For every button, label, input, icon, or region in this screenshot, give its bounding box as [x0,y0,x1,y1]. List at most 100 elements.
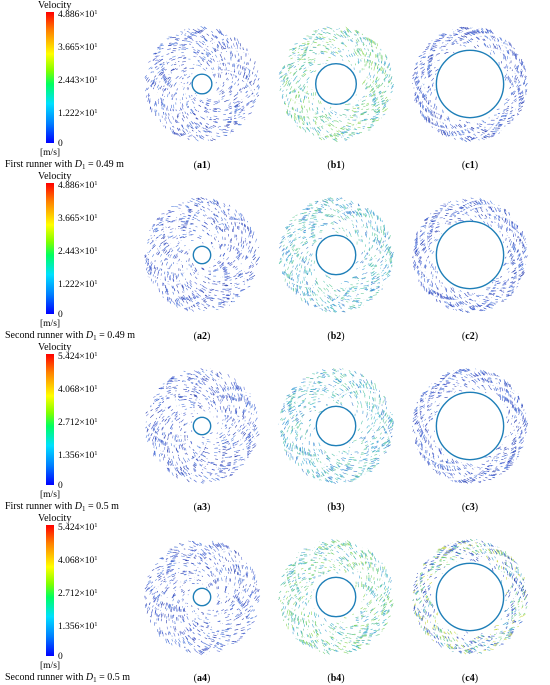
figure-row: Velocity 4.886×101 3.665×101 2.443×101 1… [0,171,550,342]
runner-blade [144,592,198,616]
runner-blade [431,27,457,78]
panel-label: (a3) [193,502,211,513]
colorbar-tick: 2.712×101 [58,417,98,428]
runner-blade [323,34,369,65]
runner-blade [350,65,393,100]
panel-label: (c4) [461,673,479,684]
colorbar-tick: 0 [58,652,63,662]
runner-blade [185,26,212,78]
row-caption: First runner with D1 = 0.49 m [5,159,124,171]
runner-blade [342,56,394,77]
runner-velocity-plot [276,352,396,500]
runner-blade [284,57,319,99]
runner-hub [192,245,212,265]
figure-row: Velocity 5.424×101 4.068×101 2.712×101 1… [0,513,550,684]
colorbar-tick: 1.356×101 [58,621,98,632]
runner-blade [180,604,214,652]
panel-label: (b1) [327,160,345,171]
runner-hub [315,234,357,276]
runner-blade [465,40,519,55]
runner-blade [424,380,436,435]
runner-blade [208,241,259,271]
runner-blade [494,253,512,307]
runner-blade [314,612,353,652]
runner-blade [323,547,369,579]
runner-blade [314,26,346,72]
runner-blade [278,79,326,108]
colorbar-tick: 3.665×101 [58,213,98,224]
runner-hub [435,220,505,290]
runner-hub [192,416,212,436]
runner-blade [341,569,394,590]
runner-blade [439,26,480,64]
runner-blade [332,217,385,234]
runner-blade [147,436,202,456]
runner-blade [448,110,496,139]
runner-velocity-plot [142,181,262,329]
runner-blade [417,57,442,107]
runner-blade [163,551,192,601]
runner-blade [204,60,260,77]
colorbar-title: Velocity [38,0,72,11]
runner-blade [357,424,372,478]
runner-blade [186,539,212,592]
runner-blade [186,197,212,250]
runner-blade [471,268,505,313]
runner-velocity-plot [276,523,396,671]
runner-blade [175,198,192,254]
runner-blade [480,560,528,590]
colorbar-unit: [m/s] [40,490,61,500]
runner-blade [415,274,468,295]
runner-blade [314,100,353,139]
runner-blade [424,38,436,93]
runner-blade [428,630,483,645]
runner-blade [295,551,315,603]
colorbar-tick: 4.068×101 [58,555,98,566]
runner-blade [315,197,346,243]
panel-label: (b4) [327,673,345,684]
runner-blade [144,421,198,445]
runner-hub [192,587,212,607]
runner-blade [199,48,251,73]
colorbar-tick: 1.356×101 [58,450,98,461]
runner-blade [502,239,519,292]
runner-blade [295,209,315,261]
runner-blade [448,623,496,652]
runner-blade [337,263,362,313]
runner-blade [448,452,496,481]
runner-blade [211,419,248,463]
runner-blade [493,55,527,100]
runner-blade [417,570,442,620]
row-caption: Second runner with D1 = 0.5 m [5,672,130,684]
runner-blade [294,617,345,641]
runner-blade [212,77,248,121]
runner-blade [194,377,235,417]
runner-blade [493,568,527,613]
runner-blade [424,209,436,264]
panel-label: (b2) [327,331,345,342]
runner-blade [194,206,235,246]
runner-blade [471,439,505,484]
runner-blade [502,410,519,463]
runner-blade [163,209,192,259]
runner-blade [417,399,442,449]
runner-blade [160,607,207,640]
runner-blade [144,250,198,274]
runner-blade [439,197,480,235]
runner-blade [160,265,207,298]
runner-blade [294,105,345,128]
runner-blade [341,227,394,248]
runner-velocity-plot [410,352,530,500]
figure-row: Velocity 4.886×101 3.665×101 2.443×101 1… [0,0,550,171]
runner-blade [163,380,192,430]
colorbar-title: Velocity [38,513,72,524]
runner-hub [435,49,505,119]
runner-blade [278,421,326,449]
runner-blade [305,540,323,594]
panel-label: (c1) [461,160,479,171]
runner-blade [450,375,503,396]
runner-blade [493,226,527,271]
runner-blade [281,445,335,459]
runner-blade [175,369,192,425]
runner-blade [350,236,393,271]
